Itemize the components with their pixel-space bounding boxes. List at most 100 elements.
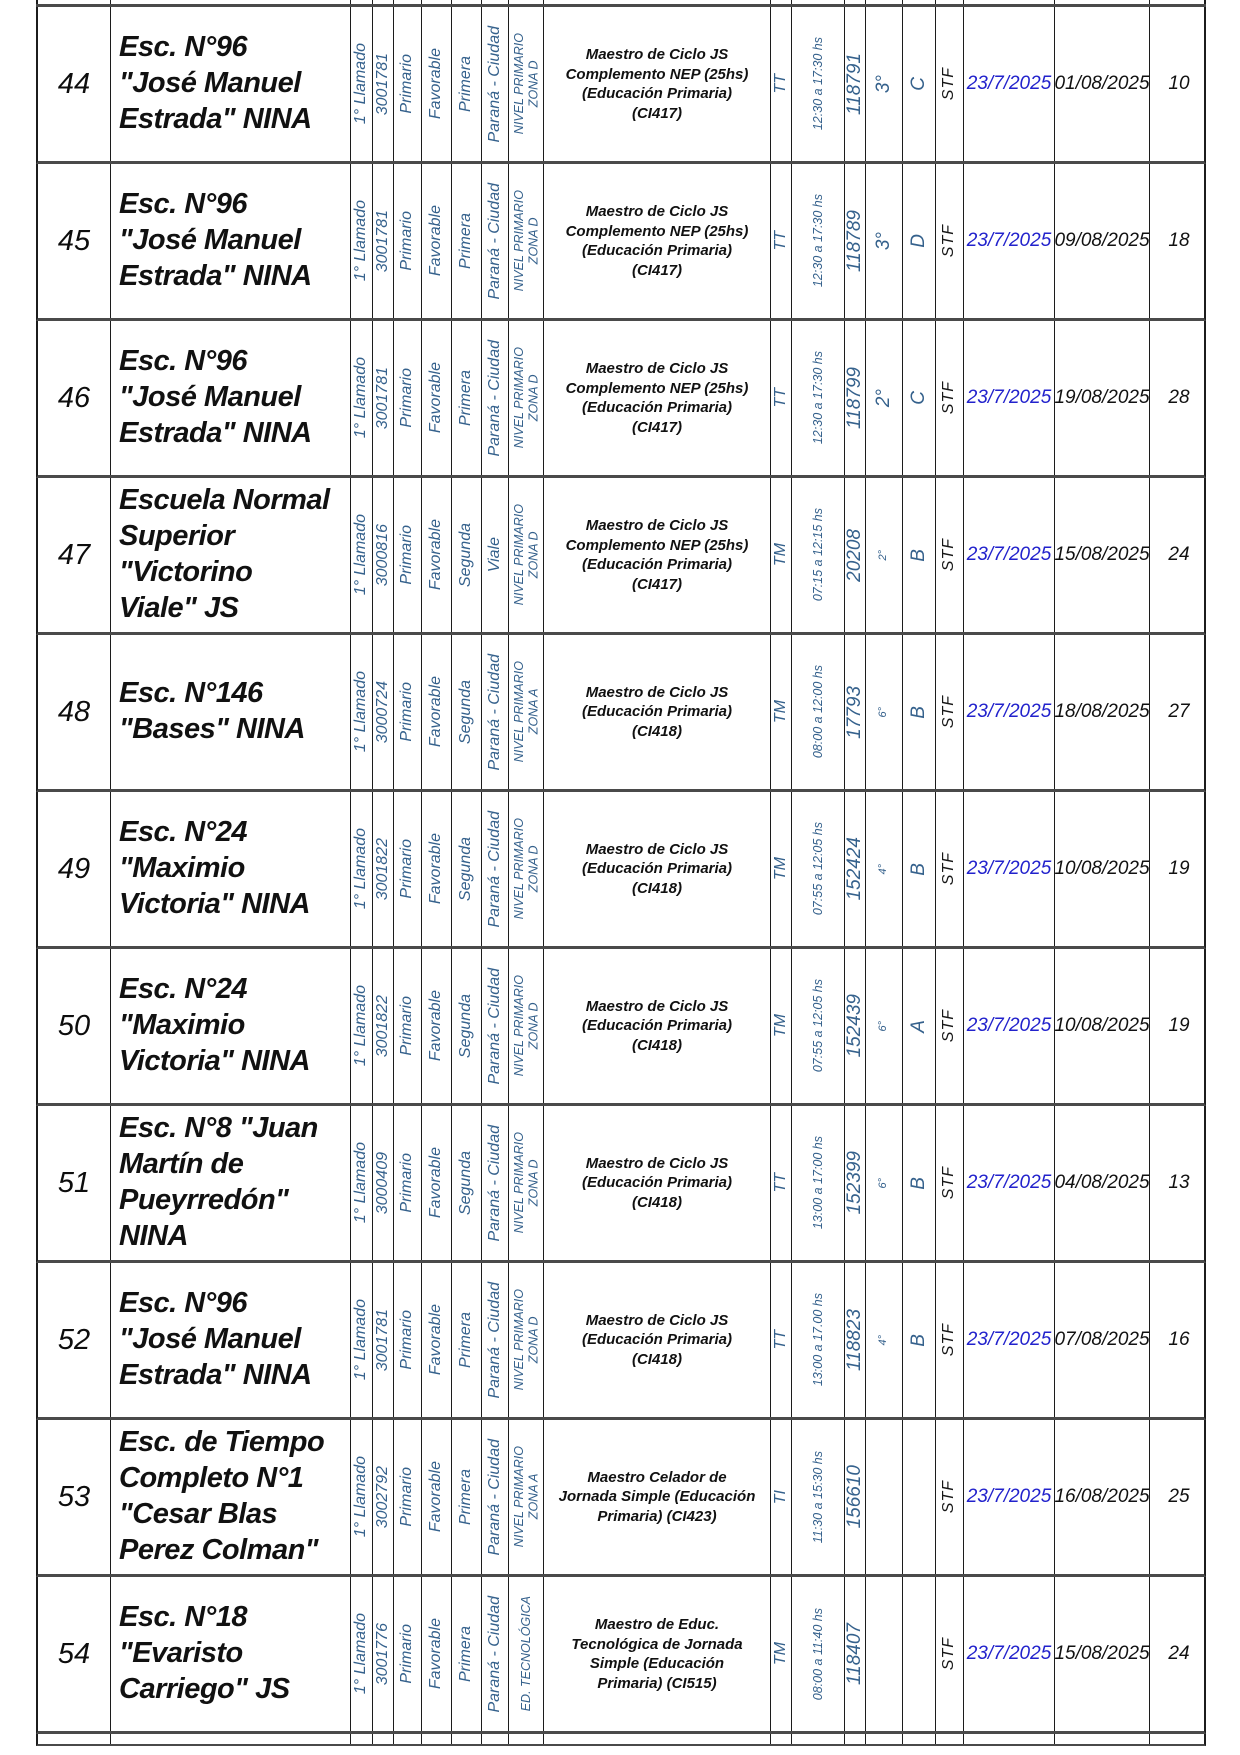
- offer-date: 23/7/2025: [963, 1263, 1054, 1417]
- offer-date: 23/7/2025: [963, 792, 1054, 946]
- assignments-table: 44 Esc. N°96 "José Manuel Estrada" NINA …: [36, 4, 1206, 1734]
- status-label: STF: [940, 1480, 958, 1514]
- shift-cell: TM: [770, 478, 791, 632]
- category-cell: Primera: [451, 1420, 481, 1574]
- vacancy-cell: 152399: [844, 1106, 865, 1260]
- level-cell: Primario: [393, 164, 421, 318]
- zone-cell: NIVEL PRIMARIO ZONA A: [508, 1420, 543, 1574]
- call-round-label: 1° Llamado: [352, 828, 370, 910]
- level-cell: Primario: [393, 1263, 421, 1417]
- vacancy-number: 118823: [844, 1309, 865, 1371]
- call-round-label: 1° Llamado: [352, 200, 370, 282]
- grade-label: 2°: [873, 388, 895, 408]
- schedule-label: 07:55 a 12:05 hs: [810, 822, 825, 916]
- section-cell: B: [902, 1106, 935, 1260]
- offer-date: 23/7/2025: [963, 949, 1054, 1103]
- offer-date: 23/7/2025: [963, 478, 1054, 632]
- status-cell: STF: [935, 949, 963, 1103]
- zone-cell: NIVEL PRIMARIO ZONA A: [508, 635, 543, 789]
- grade: 2°: [865, 478, 902, 632]
- school-code: 3001822: [373, 994, 391, 1058]
- grade: 6°: [865, 1106, 902, 1260]
- row-number: 47: [57, 538, 91, 571]
- row-number: 46: [57, 381, 91, 414]
- category-cell: Segunda: [451, 949, 481, 1103]
- section-label: C: [908, 391, 930, 405]
- offer-date: 23/7/2025: [963, 1106, 1054, 1260]
- status-cell: STF: [935, 1263, 963, 1417]
- schedule-cell: 13:00 a 17.00 hs: [791, 1263, 844, 1417]
- position-description: Maestro de Ciclo JS Complemento NEP (25h…: [543, 478, 770, 632]
- category-label: Primera: [457, 1468, 475, 1525]
- school-code-cell: 3001781: [372, 164, 393, 318]
- table-row: 45 Esc. N°96 "José Manuel Estrada" NINA …: [36, 164, 1206, 321]
- offer-date: 23/7/2025: [963, 635, 1054, 789]
- category-cell: Primera: [451, 7, 481, 161]
- zone-cell: NIVEL PRIMARIO ZONA D: [508, 164, 543, 318]
- location-cell: Paraná - Ciudad: [481, 164, 508, 318]
- concept-label: Favorable: [427, 362, 445, 434]
- schedule-label: 08:00 a 12:00 hs: [810, 665, 825, 759]
- concept-cell: Favorable: [421, 949, 451, 1103]
- concept-cell: Favorable: [421, 1420, 451, 1574]
- days-count: 19: [1149, 792, 1208, 946]
- concept-cell: Favorable: [421, 792, 451, 946]
- grade-label: 2°: [877, 549, 890, 561]
- school-code: 3000409: [373, 1151, 391, 1215]
- school-code-cell: 3000816: [372, 478, 393, 632]
- zone-label: NIVEL PRIMARIO ZONA D: [511, 1289, 540, 1391]
- section-cell: A: [902, 949, 935, 1103]
- school-code-cell: 3001781: [372, 321, 393, 475]
- concept-cell: Favorable: [421, 164, 451, 318]
- location-label: Paraná - Ciudad: [485, 1595, 503, 1713]
- concept-cell: Favorable: [421, 478, 451, 632]
- status-cell: STF: [935, 478, 963, 632]
- concept-cell: Favorable: [421, 7, 451, 161]
- section-cell: [902, 1577, 935, 1731]
- school-code: 3001781: [373, 209, 391, 273]
- school-code-cell: 3001822: [372, 949, 393, 1103]
- start-date: 04/08/2025: [1054, 1106, 1149, 1260]
- level-label: Primario: [398, 1153, 416, 1213]
- days-count: 10: [1149, 7, 1208, 161]
- call-round-cell: 1° Llamado: [350, 635, 372, 789]
- days-count: 25: [1149, 1420, 1208, 1574]
- table-row: 53 Esc. de Tiempo Completo N°1 "Cesar Bl…: [36, 1420, 1206, 1577]
- row-number: 53: [57, 1480, 91, 1513]
- shift-label: TM: [771, 700, 789, 724]
- level-cell: Primario: [393, 7, 421, 161]
- school-code: 3000816: [373, 523, 391, 587]
- partial-row-top: [36, 0, 1206, 4]
- zone-cell: ED. TECNOLÓGICA: [508, 1577, 543, 1731]
- category-label: Segunda: [457, 1150, 475, 1216]
- location-cell: Paraná - Ciudad: [481, 635, 508, 789]
- position-description: Maestro de Ciclo JS Complemento NEP (25h…: [543, 164, 770, 318]
- grade-label: 6°: [877, 1020, 890, 1032]
- partial-row-bottom: [36, 1734, 1206, 1746]
- schedule-cell: 07:55 a 12:05 hs: [791, 949, 844, 1103]
- location-cell: Paraná - Ciudad: [481, 1106, 508, 1260]
- section-cell: [902, 1420, 935, 1574]
- table-row: 54 Esc. N°18 "Evaristo Carriego" JS 1° L…: [36, 1577, 1206, 1734]
- location-cell: Paraná - Ciudad: [481, 321, 508, 475]
- shift-cell: TT: [770, 7, 791, 161]
- concept-cell: Favorable: [421, 321, 451, 475]
- section-label: B: [908, 1333, 930, 1347]
- location-label: Paraná - Ciudad: [485, 653, 503, 771]
- category-cell: Segunda: [451, 478, 481, 632]
- category-label: Segunda: [457, 522, 475, 588]
- zone-label: NIVEL PRIMARIO ZONA A: [511, 1446, 540, 1548]
- shift-label: TM: [771, 1642, 789, 1666]
- concept-cell: Favorable: [421, 635, 451, 789]
- table-row: 50 Esc. N°24 "Maximio Victoria" NINA 1° …: [36, 949, 1206, 1106]
- schedule-cell: 13:00 a 17:00 hs: [791, 1106, 844, 1260]
- location-label: Paraná - Ciudad: [485, 1124, 503, 1242]
- position-description: Maestro Celador de Jornada Simple (Educa…: [543, 1420, 770, 1574]
- grade-label: 6°: [877, 706, 890, 718]
- location-cell: Paraná - Ciudad: [481, 949, 508, 1103]
- section-label: C: [908, 77, 930, 91]
- section-cell: D: [902, 164, 935, 318]
- start-date: 10/08/2025: [1054, 792, 1149, 946]
- location-cell: Paraná - Ciudad: [481, 7, 508, 161]
- row-number: 49: [57, 852, 91, 885]
